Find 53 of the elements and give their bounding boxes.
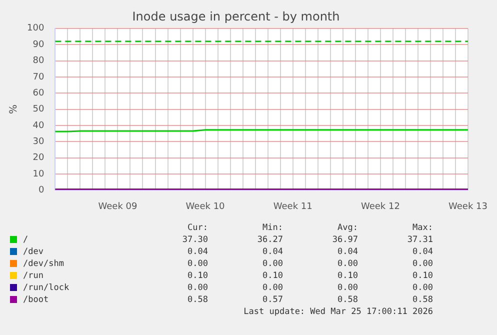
text: 0.04 xyxy=(186,246,208,258)
text: 36.97 xyxy=(331,234,358,246)
text: 0.00 xyxy=(262,282,283,294)
text: 36.27 xyxy=(256,234,283,246)
y-axis-title: % xyxy=(8,104,20,114)
text: 0.10 xyxy=(186,270,208,282)
legend-label: /dev xyxy=(23,247,44,257)
y-tick-label: 90 xyxy=(32,40,44,50)
text: Cur: xyxy=(186,222,208,234)
text: Max: xyxy=(412,222,433,234)
text: 37.30 xyxy=(181,234,208,246)
x-tick-label: Week 09 xyxy=(98,202,138,212)
text: 0.00 xyxy=(186,258,208,270)
text: 0.00 xyxy=(262,258,283,270)
x-tick-label: Week 11 xyxy=(273,202,312,212)
y-tick-label: 20 xyxy=(32,153,44,164)
y-tick-label: 30 xyxy=(32,137,44,148)
text: 0.10 xyxy=(336,270,358,282)
y-tick-label: 60 xyxy=(32,88,44,98)
text: 0.04 xyxy=(412,246,433,258)
text: 0.10 xyxy=(262,270,283,282)
text: 0.00 xyxy=(336,258,358,270)
text: Min: xyxy=(262,222,283,234)
legend-label: /dev/shm xyxy=(23,259,64,269)
text: Last update: Wed Mar 25 17:00:11 2026 xyxy=(242,306,433,318)
legend-label: /run/lock xyxy=(23,283,70,293)
text: 0.00 xyxy=(186,282,208,294)
y-tick-label: 80 xyxy=(32,56,44,66)
text: 0.00 xyxy=(412,282,433,294)
text: 0.57 xyxy=(262,294,283,306)
text: 0.04 xyxy=(262,246,283,258)
text: 0.00 xyxy=(412,258,433,270)
text: 0.58 xyxy=(412,294,433,306)
y-tick-label: 40 xyxy=(32,120,44,131)
legend-label: /run xyxy=(23,271,44,281)
text: 37.31 xyxy=(406,234,433,246)
text: 0.04 xyxy=(336,246,358,258)
text: 0.58 xyxy=(336,294,358,306)
text: 0.10 xyxy=(412,270,433,282)
x-tick-label: Week 10 xyxy=(186,202,226,212)
text: 0.58 xyxy=(186,294,208,306)
text: Avg: xyxy=(336,222,358,234)
x-tick-label: Week 12 xyxy=(360,202,400,212)
y-tick-label: 50 xyxy=(32,104,44,115)
y-tick-label: 100 xyxy=(26,24,44,34)
text: 0.00 xyxy=(336,282,358,294)
legend-label: / xyxy=(23,235,28,245)
x-tick-label: Week 13 xyxy=(448,202,488,212)
y-tick-label: 10 xyxy=(32,169,44,180)
chart-title: Inode usage in percent - by month xyxy=(132,9,340,24)
y-tick-label: 0 xyxy=(38,186,44,196)
legend-label: /boot xyxy=(23,295,49,305)
y-tick-label: 70 xyxy=(32,72,44,82)
